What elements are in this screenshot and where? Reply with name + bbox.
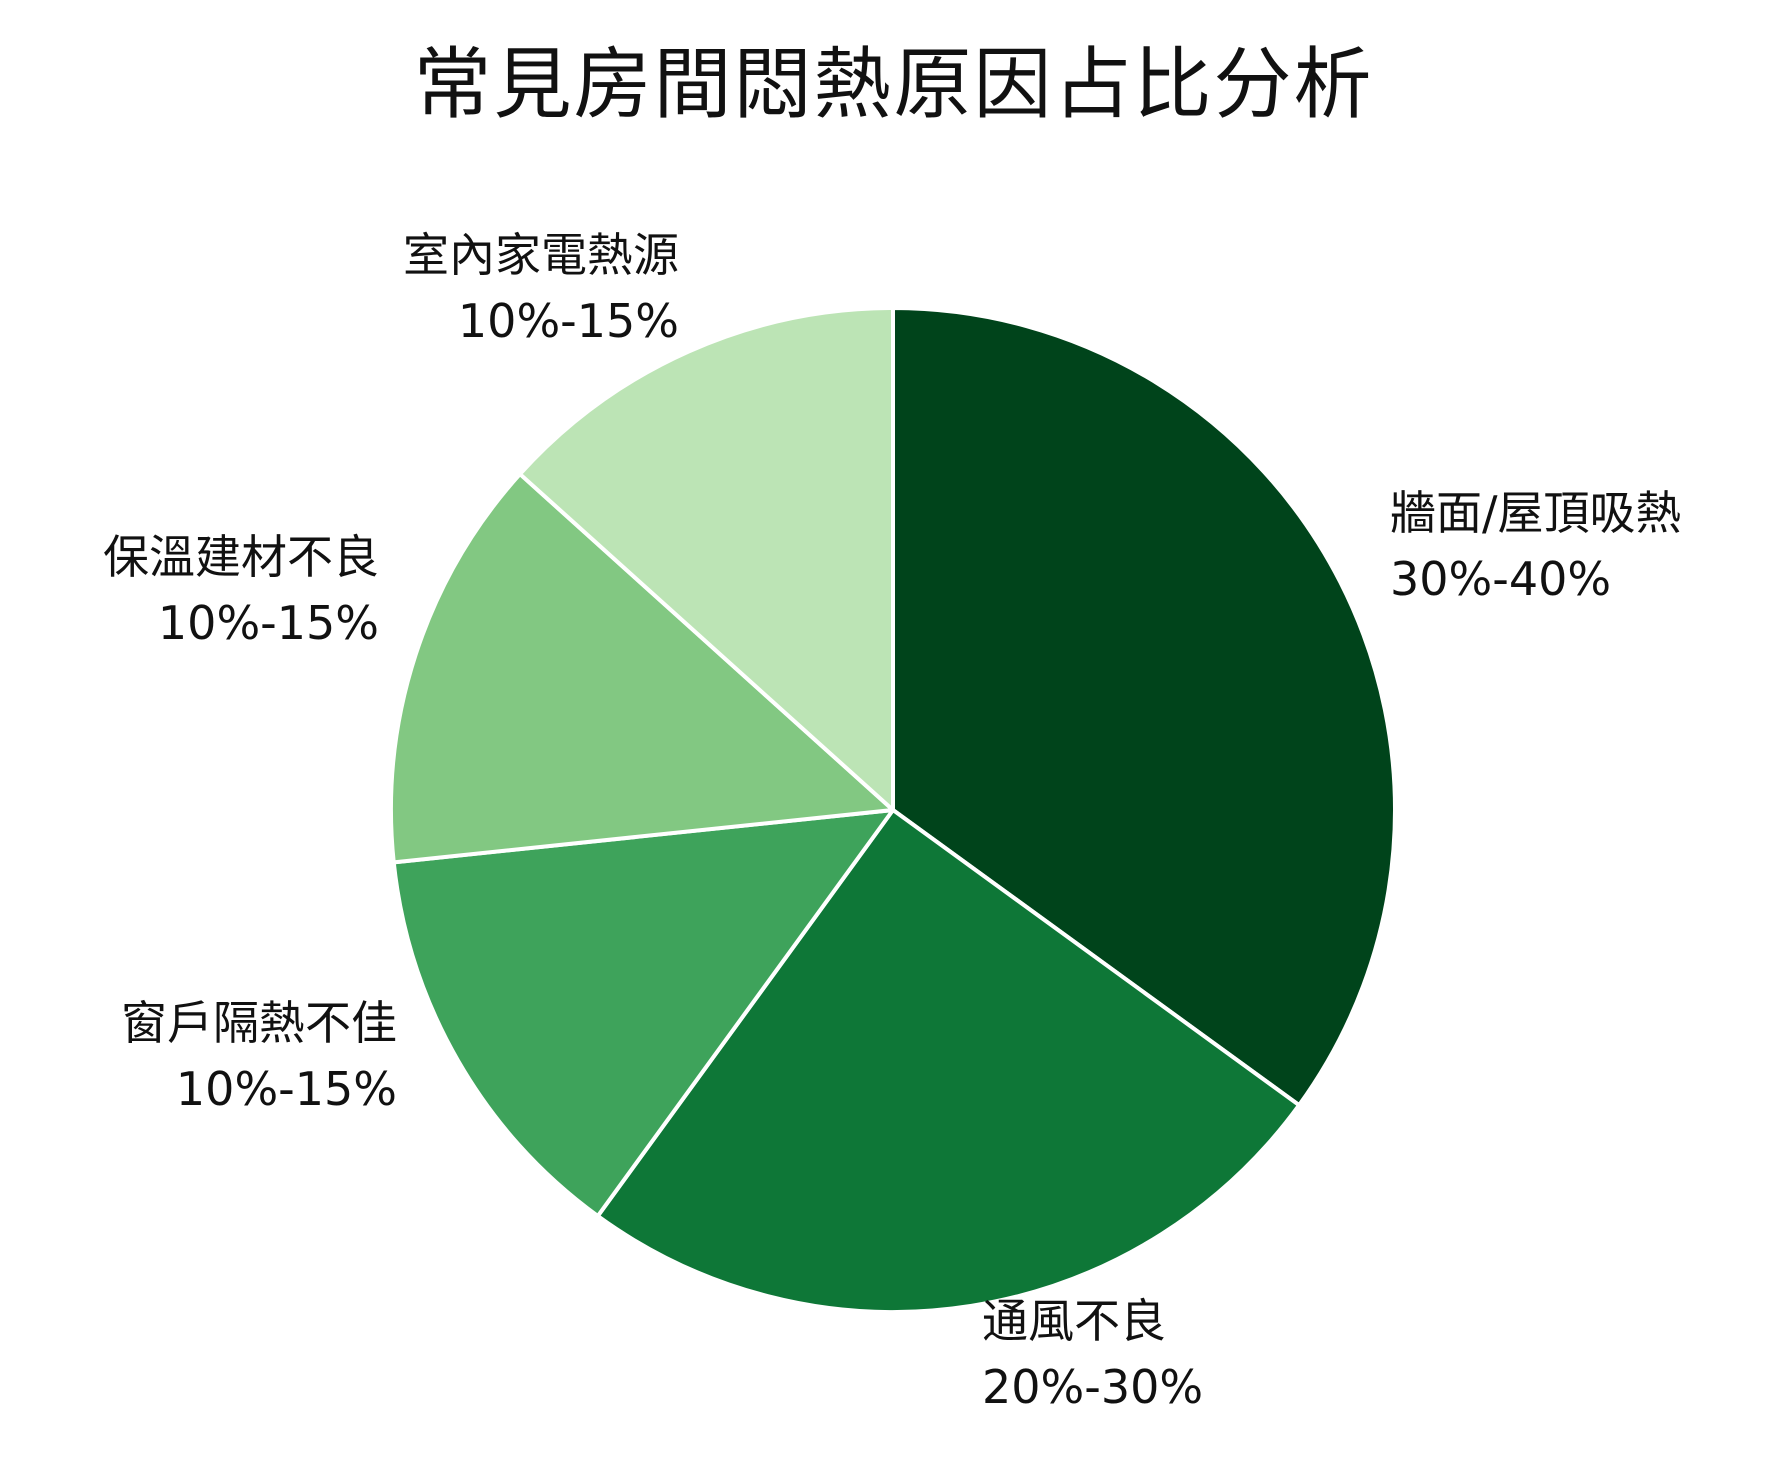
slice-label-window: 窗戶隔熱不佳 10%-15% (121, 990, 397, 1122)
slice-label-text: 牆面/屋頂吸熱 (1390, 486, 1682, 540)
slice-label-range: 20%-30% (982, 1360, 1204, 1414)
slice-label-wall-roof: 牆面/屋頂吸熱 30%-40% (1390, 480, 1682, 612)
slice-label-appliances: 室內家電熱源 10%-15% (403, 222, 679, 354)
slice-appliances (517, 306, 895, 812)
slice-label-ventilation: 通風不良 20%-30% (982, 1288, 1203, 1420)
slice-window (391, 808, 895, 1219)
slice-label-text: 通風不良 (982, 1294, 1166, 1348)
slice-label-range: 30%-40% (1390, 552, 1612, 606)
slice-label-text: 窗戶隔熱不佳 (121, 996, 397, 1050)
slice-label-insulation: 保溫建材不良 10%-15% (103, 524, 379, 656)
slice-label-text: 保溫建材不良 (103, 530, 379, 584)
chart-title: 常見房間悶熱原因占比分析 (413, 40, 1374, 130)
slice-wall-roof (891, 306, 1397, 1108)
slice-label-text: 室內家電熱源 (403, 228, 679, 282)
slice-ventilation (595, 808, 1302, 1314)
slice-label-range: 10%-15% (457, 294, 679, 348)
slice-label-range: 10%-15% (175, 1062, 397, 1116)
slice-insulation (389, 472, 895, 865)
slice-label-range: 10%-15% (157, 596, 379, 650)
